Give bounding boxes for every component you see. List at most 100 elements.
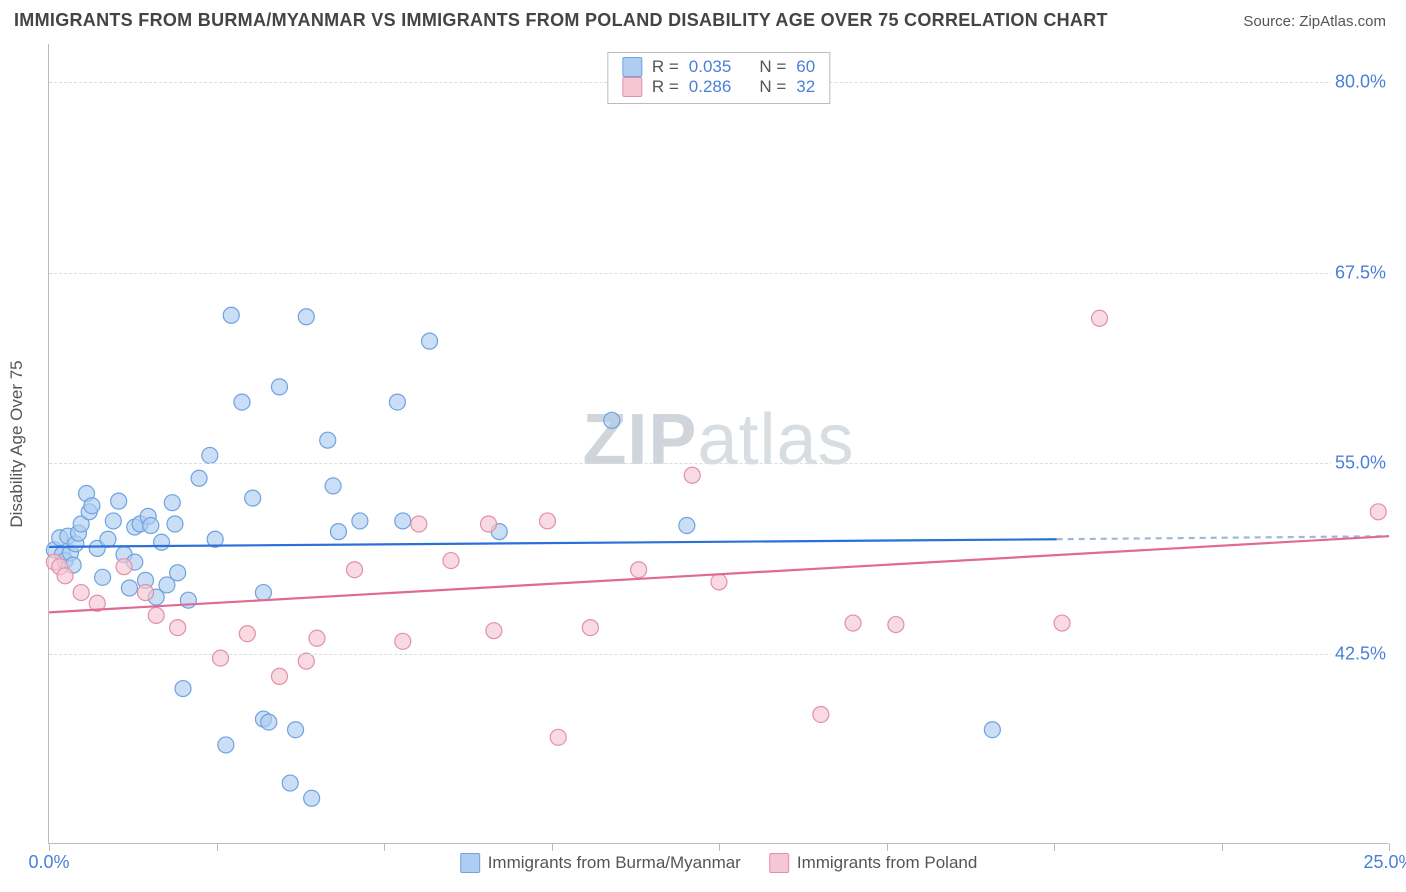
data-point: [352, 513, 368, 529]
data-point: [105, 513, 121, 529]
data-point: [486, 623, 502, 639]
legend-swatch-icon: [622, 77, 642, 97]
data-point: [191, 470, 207, 486]
series-legend: Immigrants from Burma/Myanmar Immigrants…: [460, 853, 978, 873]
x-tick: [49, 843, 50, 851]
data-point: [100, 531, 116, 547]
data-point: [218, 737, 234, 753]
y-tick-label: 42.5%: [1331, 641, 1390, 666]
data-point: [213, 650, 229, 666]
data-point: [330, 524, 346, 540]
legend-label: Immigrants from Poland: [797, 853, 977, 873]
data-point: [148, 607, 164, 623]
x-tick: [552, 843, 553, 851]
data-point: [223, 307, 239, 323]
data-point: [175, 681, 191, 697]
n-label: N =: [757, 57, 788, 77]
source-attribution: Source: ZipAtlas.com: [1243, 13, 1386, 30]
data-point: [309, 630, 325, 646]
correlation-legend: R = 0.035 N = 60 R = 0.286 N = 32: [607, 52, 830, 104]
chart-title: IMMIGRANTS FROM BURMA/MYANMAR VS IMMIGRA…: [14, 10, 1108, 31]
data-point: [550, 729, 566, 745]
data-point: [481, 516, 497, 532]
data-point: [95, 569, 111, 585]
data-point: [1092, 310, 1108, 326]
gridline: [49, 273, 1388, 274]
legend-swatch-icon: [460, 853, 480, 873]
chart-area: Disability Age Over 75 ZIPatlas R = 0.03…: [48, 44, 1388, 844]
data-point: [170, 565, 186, 581]
x-tick-label: 0.0%: [28, 852, 69, 873]
source-prefix: Source:: [1243, 13, 1299, 30]
y-tick-label: 55.0%: [1331, 451, 1390, 476]
data-point: [154, 534, 170, 550]
legend-row: R = 0.286 N = 32: [622, 77, 815, 97]
gridline: [49, 654, 1388, 655]
data-point: [679, 518, 695, 534]
data-point: [631, 562, 647, 578]
data-point: [813, 706, 829, 722]
data-point: [845, 615, 861, 631]
data-point: [111, 493, 127, 509]
data-point: [325, 478, 341, 494]
legend-swatch-icon: [769, 853, 789, 873]
data-point: [389, 394, 405, 410]
data-point: [984, 722, 1000, 738]
data-point: [239, 626, 255, 642]
data-point: [288, 722, 304, 738]
r-label: R =: [650, 57, 681, 77]
plot-svg: [49, 44, 1388, 843]
data-point: [320, 432, 336, 448]
data-point: [255, 585, 271, 601]
data-point: [711, 574, 727, 590]
data-point: [245, 490, 261, 506]
data-point: [57, 568, 73, 584]
data-point: [202, 447, 218, 463]
data-point: [167, 516, 183, 532]
n-label: N =: [757, 77, 788, 97]
legend-item: Immigrants from Poland: [769, 853, 977, 873]
x-tick-label: 25.0%: [1363, 852, 1406, 873]
trend-line: [49, 536, 1389, 612]
x-tick: [1222, 843, 1223, 851]
r-value: 0.035: [689, 57, 732, 77]
data-point: [1054, 615, 1070, 631]
data-point: [298, 309, 314, 325]
x-tick: [719, 843, 720, 851]
y-tick-label: 80.0%: [1331, 70, 1390, 95]
data-point: [604, 412, 620, 428]
y-tick-label: 67.5%: [1331, 260, 1390, 285]
data-point: [84, 498, 100, 514]
data-point: [261, 714, 277, 730]
data-point: [888, 617, 904, 633]
data-point: [137, 585, 153, 601]
data-point: [422, 333, 438, 349]
data-point: [1370, 504, 1386, 520]
r-value: 0.286: [689, 77, 732, 97]
data-point: [143, 518, 159, 534]
gridline: [49, 463, 1388, 464]
data-point: [121, 580, 137, 596]
legend-item: Immigrants from Burma/Myanmar: [460, 853, 741, 873]
data-point: [347, 562, 363, 578]
legend-label: Immigrants from Burma/Myanmar: [488, 853, 741, 873]
source-name: ZipAtlas.com: [1299, 13, 1386, 30]
header: IMMIGRANTS FROM BURMA/MYANMAR VS IMMIGRA…: [0, 0, 1406, 37]
n-value: 60: [796, 57, 815, 77]
data-point: [116, 559, 132, 575]
x-tick: [1389, 843, 1390, 851]
data-point: [395, 513, 411, 529]
data-point: [271, 379, 287, 395]
r-label: R =: [650, 77, 681, 97]
y-axis-label: Disability Age Over 75: [7, 360, 27, 527]
data-point: [443, 553, 459, 569]
x-tick: [217, 843, 218, 851]
data-point: [539, 513, 555, 529]
data-point: [73, 585, 89, 601]
data-point: [234, 394, 250, 410]
x-tick: [384, 843, 385, 851]
data-point: [304, 790, 320, 806]
x-tick: [887, 843, 888, 851]
trend-line: [49, 539, 1057, 547]
legend-row: R = 0.035 N = 60: [622, 57, 815, 77]
